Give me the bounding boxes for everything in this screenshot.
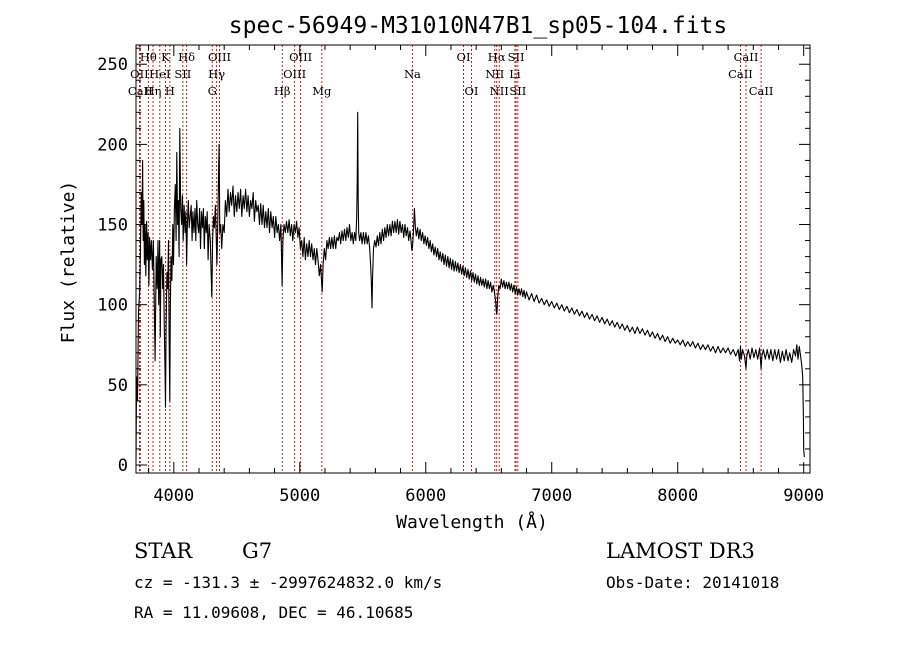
plot-frame [135,44,811,474]
spectral-line-labels: CaII OII Hθ Hη HeI K H SII Hδ G Hγ OIII Hβ OIII OIII Mg… [128,50,774,98]
spectral-line-label: Hα [488,50,506,64]
x-tick-label: 8000 [657,486,698,506]
spectral-line-label: OI [464,84,478,98]
survey-name: LAMOST DR3 [606,539,755,563]
y-tick-label: 50 [108,376,128,396]
x-tick-label: 9000 [783,486,824,506]
spectral-line-label: CaII [749,84,774,98]
x-tick-label: 5000 [279,486,320,506]
spectral-line-label: CaII [734,50,759,64]
spectral-line-label: Li [509,67,521,81]
spectral-line-label: Hδ [178,50,195,64]
spectral-line-label: CaII [728,67,753,81]
spectral-line-label: G [208,84,217,98]
y-tick-label: 0 [118,456,128,476]
spectral-line-label: Hβ [274,84,291,98]
spectral-line-label: OIII [208,50,231,64]
spectral-line-label: OII [130,67,149,81]
object-subclass: G7 [242,539,272,563]
x-tick-label: 6000 [405,486,446,506]
axis-ticks: 4000 5000 6000 7000 8000 9000 0 50 100 150 200 250 [97,45,824,506]
spectral-line-label: SII [174,67,191,81]
x-axis-label: Wavelength (Å) [396,511,548,533]
spectral-line-label: OIII [289,50,312,64]
spectral-line-label: OIII [283,67,306,81]
spectral-line-label: H [165,84,175,98]
spectral-line-label: SII [508,50,525,64]
coordinates-readout: RA = 11.09608, DEC = 46.10685 [134,603,413,622]
y-tick-label: 100 [97,296,128,316]
y-tick-label: 250 [97,55,128,75]
spectral-line-label: K [161,50,170,64]
spectral-line-label: Hθ [140,50,157,64]
spectral-line-label: CaII [128,84,153,98]
x-tick-label: 7000 [531,486,572,506]
y-tick-label: 200 [97,135,128,155]
spectral-line-label: Mg [312,84,332,98]
spectral-line-label: NII [490,84,509,98]
spectral-line-label: NII [485,67,504,81]
chart-title: spec-56949-M31010N47B1_sp05-104.fits [229,13,728,39]
spectral-line-label: Hη [145,84,162,98]
observation-date: Obs-Date: 20141018 [606,573,779,592]
x-tick-label: 4000 [153,486,194,506]
spectral-line-label: OI [457,50,471,64]
spectral-line-label: Hγ [208,67,225,81]
spectral-line-label: HeI [149,67,170,81]
y-tick-label: 150 [97,216,128,236]
spectral-line-markers [138,45,762,473]
spectral-line-label: SII [509,84,526,98]
spectrum-series-line [135,111,805,462]
spectral-line-label: Na [404,67,421,81]
y-axis-label: Flux (relative) [58,181,79,344]
object-class: STAR [134,539,193,563]
redshift-readout: cz = -131.3 ± -2997624832.0 km/s [134,573,442,592]
